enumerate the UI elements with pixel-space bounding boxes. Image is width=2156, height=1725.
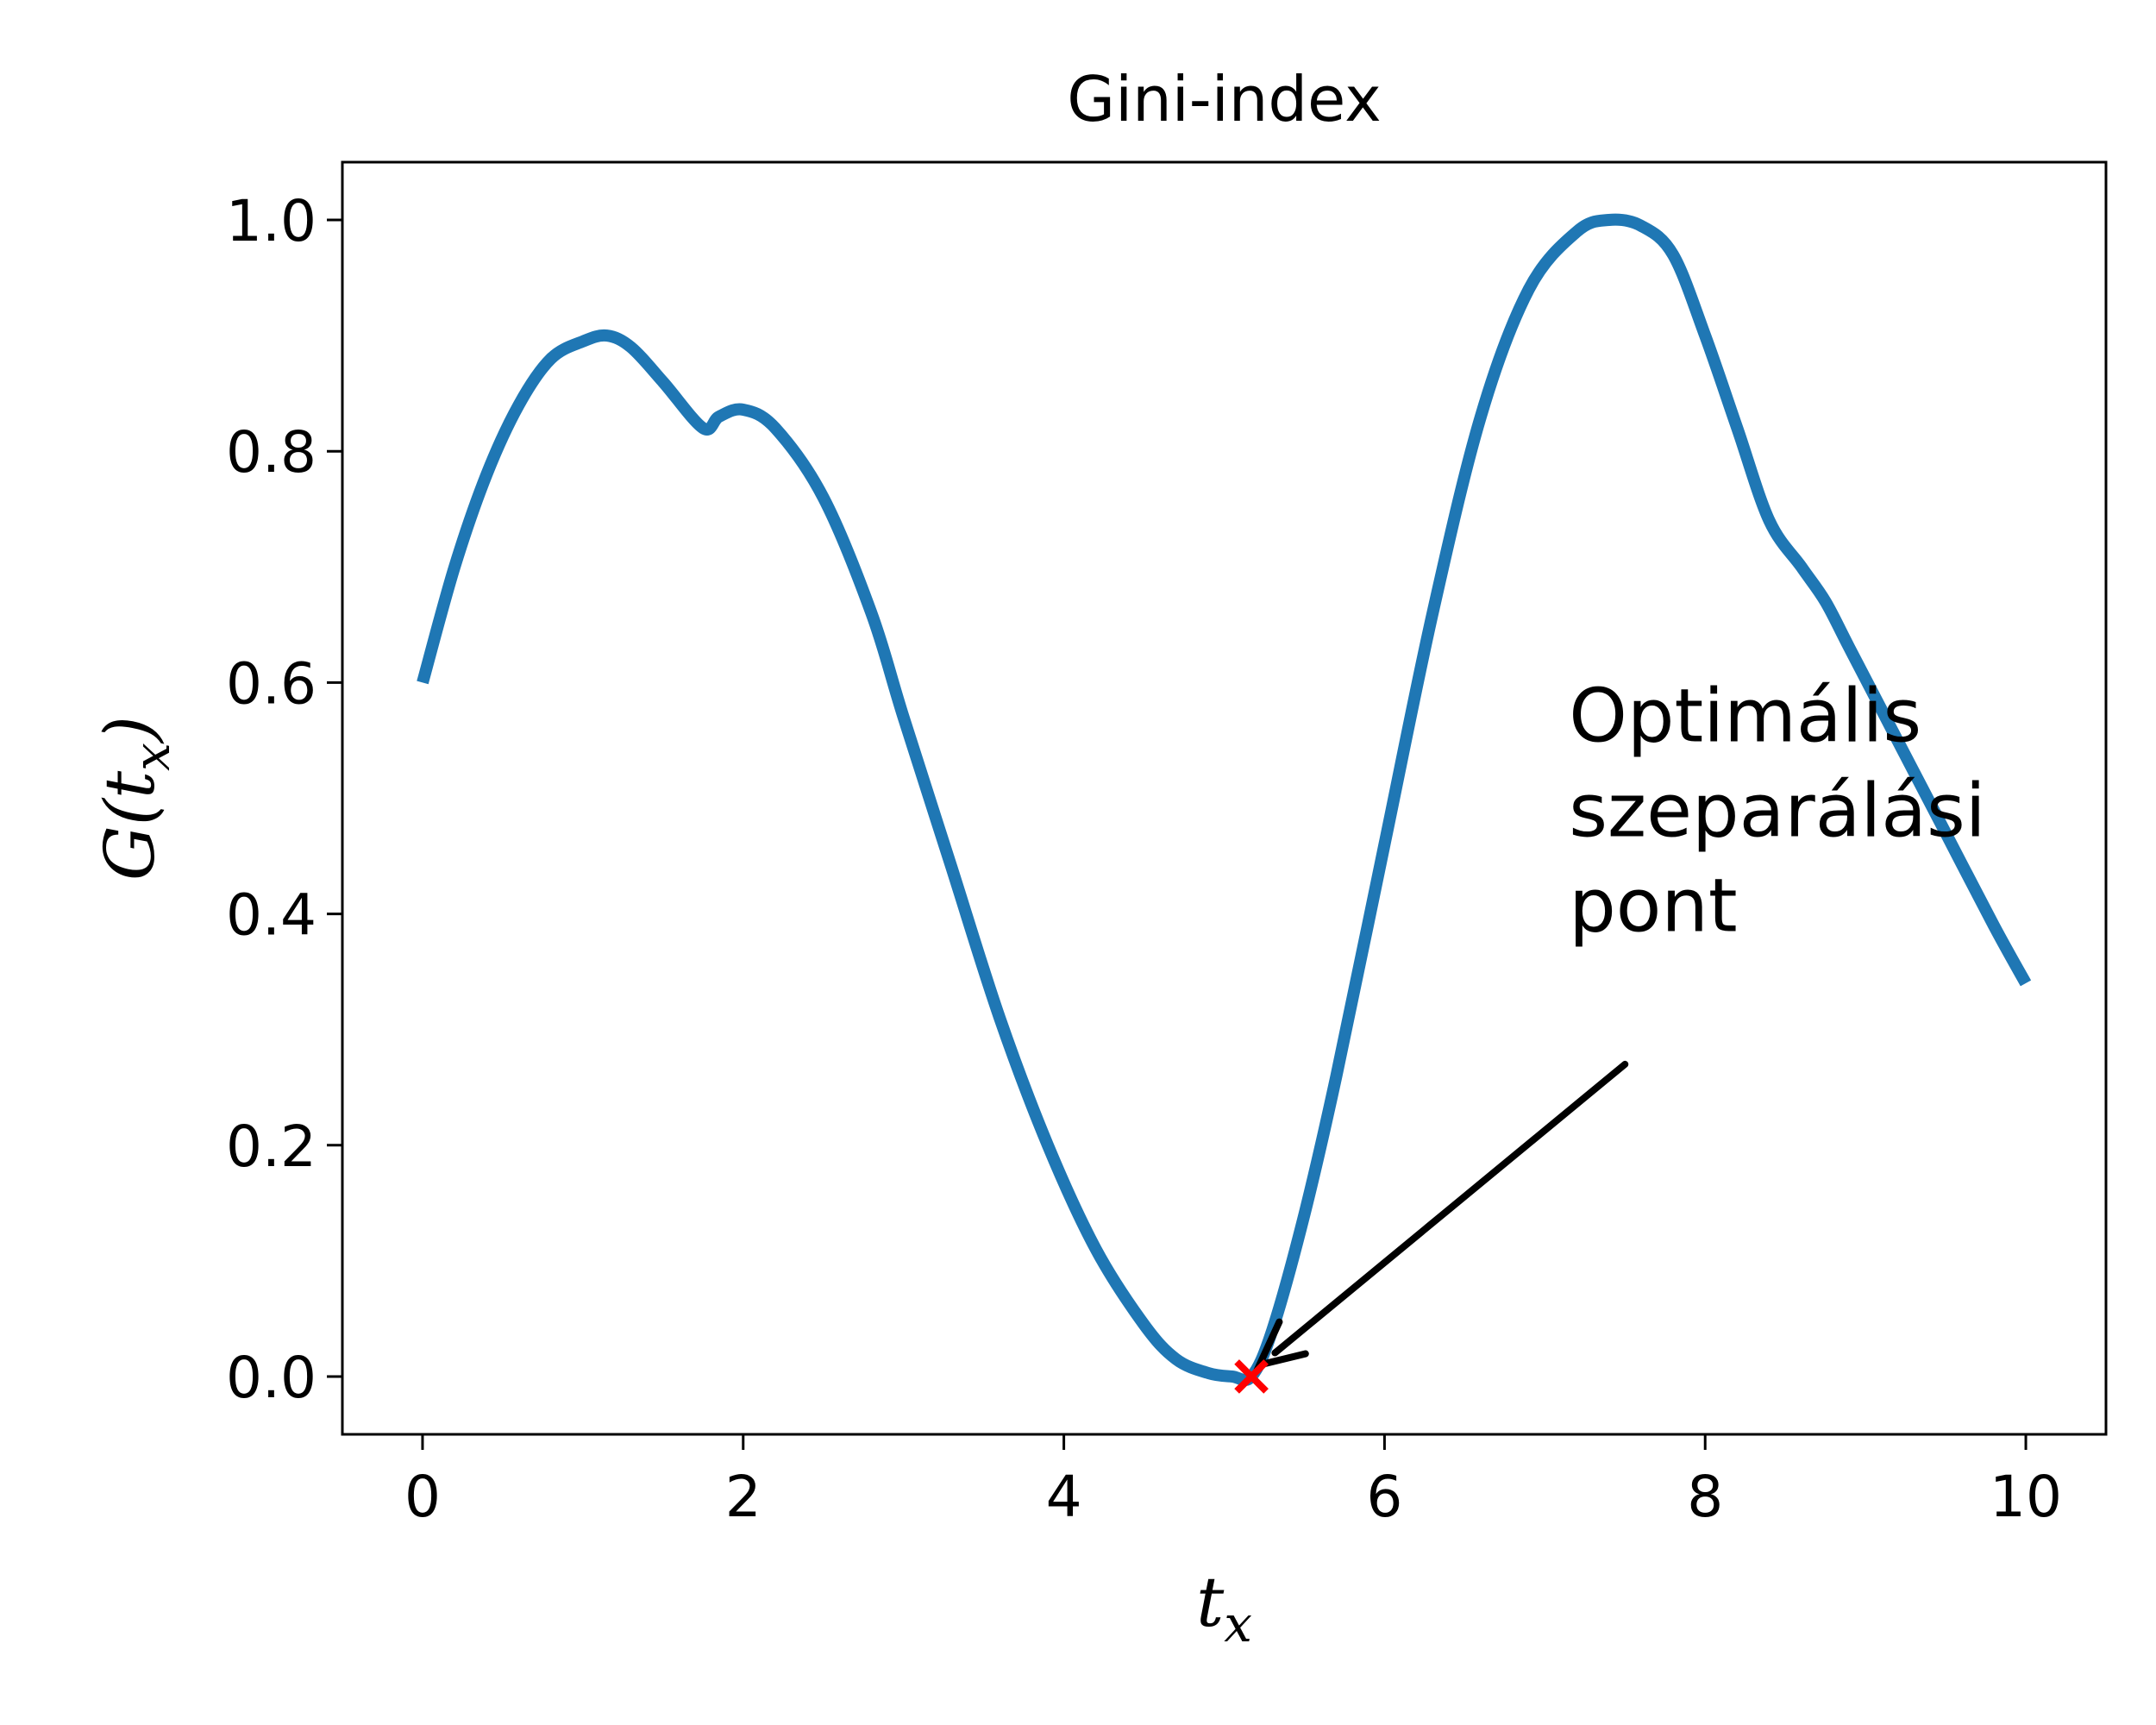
annotation-text-line-2: pont — [1569, 863, 1737, 950]
x-tick-label-0: 0 — [404, 1464, 441, 1530]
y-tick-label-4: 0.8 — [226, 419, 317, 486]
x-tick-label-1: 2 — [725, 1464, 761, 1530]
x-tick-label-3: 6 — [1366, 1464, 1402, 1530]
marker-stroke-2 — [1234, 1359, 1269, 1394]
annotation-text-line-0: Optimális — [1569, 674, 1921, 760]
y-tick-label-0: 0.0 — [226, 1345, 317, 1411]
annotation-arrow-shaft — [1271, 1060, 1629, 1357]
y-tick-label-2: 0.4 — [226, 882, 317, 949]
x-axis: 0 2 4 6 8 10 — [404, 1434, 2062, 1530]
x-tick-label-2: 4 — [1046, 1464, 1082, 1530]
y-axis-label: G(tx) — [90, 716, 181, 881]
annotation-text-line-1: szeparálási — [1569, 768, 1986, 855]
y-tick-label-1: 0.2 — [226, 1113, 317, 1180]
optimal-point-marker — [1234, 1359, 1269, 1394]
chart-title: Gini-index — [1067, 63, 1381, 135]
axes-frame — [341, 160, 2108, 1436]
x-axis-label: tx — [1196, 1562, 1252, 1653]
y-tick-label-3: 0.6 — [226, 650, 317, 717]
series-line-0 — [417, 213, 2032, 1387]
plot-area — [341, 160, 2108, 1436]
y-axis: 0.0 0.2 0.4 0.6 0.8 1.0 — [226, 188, 342, 1411]
x-tick-label-4: 8 — [1687, 1464, 1723, 1530]
x-tick-label-5: 10 — [1990, 1464, 2062, 1530]
y-tick-label-5: 1.0 — [226, 188, 317, 254]
